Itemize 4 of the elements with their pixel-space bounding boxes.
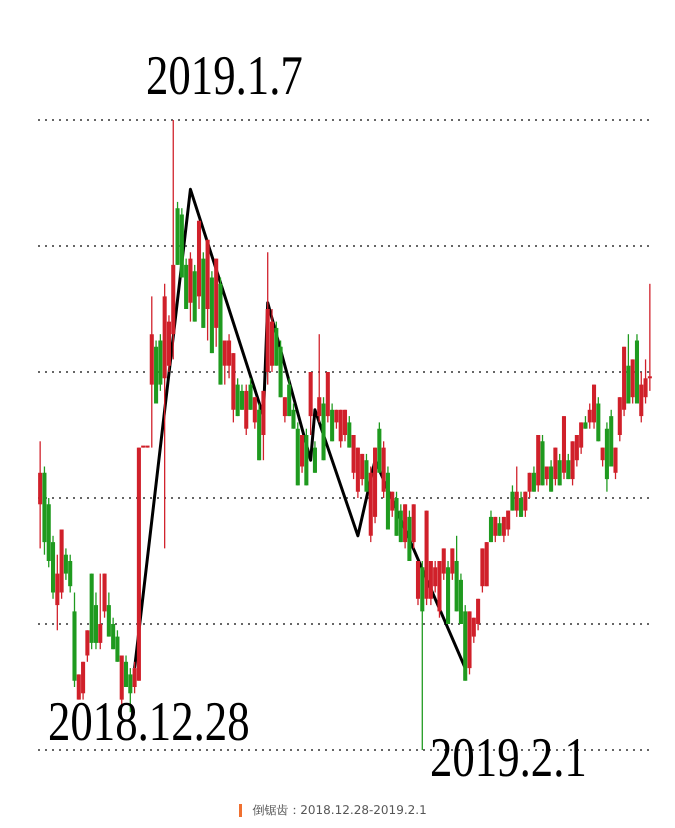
text: 倒锯齿：2018.12.28-2019.2.1 — [252, 803, 427, 817]
annotation: 2018.12.28 — [48, 691, 250, 753]
text: 2019.1.7 — [146, 45, 303, 107]
annotation: 2019.2.1 — [430, 727, 587, 789]
